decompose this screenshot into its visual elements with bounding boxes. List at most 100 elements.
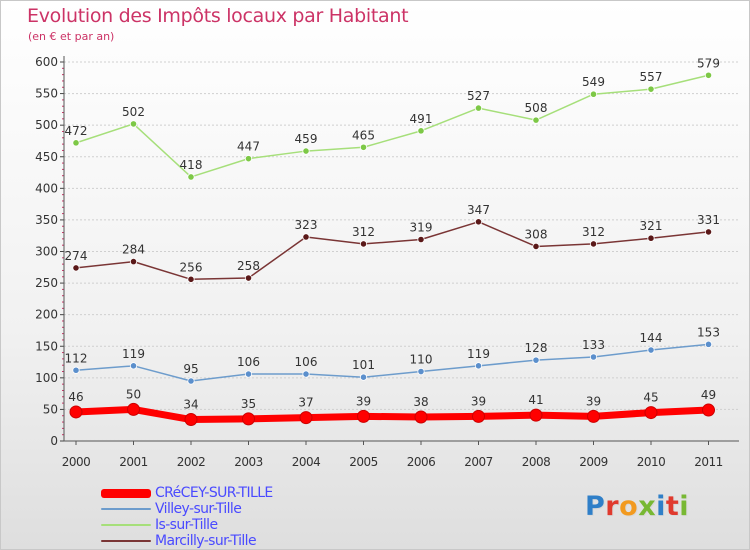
data-label-villey-sur-tille: 133 [582, 338, 605, 352]
data-point-villey-sur-tille [359, 373, 368, 381]
data-label-marcilly-sur-tille: 319 [410, 220, 433, 234]
data-point-cr-cey-sur-tille [69, 405, 83, 419]
y-tick-label: 150 [35, 339, 58, 353]
y-tick-label: 550 [35, 87, 58, 101]
data-point-cr-cey-sur-tille [529, 408, 543, 422]
data-label-cr-cey-sur-tille: 37 [298, 396, 313, 410]
logo-letter: i [656, 491, 666, 522]
data-point-cr-cey-sur-tille [472, 409, 485, 423]
data-label-villey-sur-tille: 119 [122, 347, 145, 361]
x-tick-label: 2002 [177, 455, 206, 469]
data-point-marcilly-sur-tille [532, 242, 540, 251]
legend-swatch [101, 508, 151, 510]
data-label-cr-cey-sur-tille: 35 [241, 397, 256, 411]
data-point-is-sur-tille [359, 143, 368, 151]
data-label-cr-cey-sur-tille: 41 [528, 393, 543, 407]
series-line-cr-cey-sur-tille [72, 405, 712, 424]
data-point-is-sur-tille [704, 71, 713, 79]
series-line-villey-sur-tille [75, 343, 710, 382]
data-label-is-sur-tille: 465 [352, 128, 375, 142]
legend-label: CRéCEY-SUR-TILLE [155, 485, 273, 501]
data-label-cr-cey-sur-tille: 34 [183, 398, 198, 412]
data-point-cr-cey-sur-tille [357, 409, 370, 423]
data-label-cr-cey-sur-tille: 45 [643, 391, 658, 405]
logo-letter: i [679, 491, 690, 522]
data-point-marcilly-sur-tille [129, 258, 138, 266]
data-point-is-sur-tille [647, 85, 655, 93]
data-label-villey-sur-tille: 128 [525, 341, 548, 355]
y-tick-label: 250 [35, 276, 58, 290]
data-point-villey-sur-tille [704, 340, 713, 348]
proxiti-logo: Proxiti [585, 491, 689, 522]
y-tick-label: 600 [35, 55, 58, 69]
data-label-is-sur-tille: 472 [65, 124, 88, 138]
logo-letter: P [585, 491, 606, 522]
legend-swatch [101, 488, 151, 498]
y-tick-label: 450 [35, 150, 58, 164]
data-point-marcilly-sur-tille [187, 275, 195, 283]
x-tick-label: 2003 [234, 455, 263, 469]
data-point-villey-sur-tille [474, 362, 483, 370]
data-label-is-sur-tille: 459 [295, 132, 318, 146]
legend-label: Is-sur-Tille [155, 517, 218, 533]
y-tick-label: 50 [43, 402, 58, 416]
x-tick-label: 2004 [292, 455, 321, 469]
data-point-is-sur-tille [129, 120, 138, 128]
data-label-is-sur-tille: 549 [582, 75, 605, 89]
data-point-cr-cey-sur-tille [127, 402, 140, 416]
data-point-villey-sur-tille [129, 362, 138, 370]
data-point-is-sur-tille [302, 147, 310, 155]
data-point-is-sur-tille [244, 155, 253, 163]
x-tick-label: 2010 [637, 455, 666, 469]
data-label-is-sur-tille: 491 [410, 112, 433, 126]
data-label-villey-sur-tille: 144 [640, 331, 663, 345]
legend-item: Villey-sur-Tille [101, 501, 273, 517]
data-point-cr-cey-sur-tille [702, 403, 715, 417]
data-label-villey-sur-tille: 110 [410, 353, 433, 367]
y-tick-label: 100 [35, 371, 58, 385]
x-tick-label: 2000 [62, 455, 91, 469]
data-point-villey-sur-tille [532, 356, 540, 364]
data-label-villey-sur-tille: 106 [295, 355, 318, 369]
data-label-cr-cey-sur-tille: 39 [586, 394, 601, 408]
y-tick-label: 0 [50, 434, 58, 448]
y-tick-label: 300 [35, 245, 58, 259]
data-point-marcilly-sur-tille [302, 233, 310, 241]
legend-label: Marcilly-sur-Tille [155, 533, 257, 549]
data-point-cr-cey-sur-tille [184, 413, 198, 427]
x-tick-label: 2007 [464, 455, 493, 469]
legend-item: Is-sur-Tille [101, 517, 273, 533]
data-label-is-sur-tille: 557 [640, 70, 663, 84]
data-label-cr-cey-sur-tille: 38 [413, 395, 428, 409]
data-point-cr-cey-sur-tille [587, 409, 600, 423]
data-label-is-sur-tille: 579 [697, 56, 720, 70]
data-point-cr-cey-sur-tille [644, 406, 658, 420]
data-label-marcilly-sur-tille: 312 [352, 225, 375, 239]
y-tick-label: 400 [35, 181, 58, 195]
data-point-cr-cey-sur-tille [242, 412, 255, 426]
data-label-marcilly-sur-tille: 347 [467, 203, 490, 217]
data-point-villey-sur-tille [647, 346, 655, 354]
legend-swatch [101, 540, 151, 542]
data-point-villey-sur-tille [589, 353, 598, 361]
data-label-is-sur-tille: 527 [467, 89, 490, 103]
data-point-villey-sur-tille [244, 370, 253, 378]
data-label-cr-cey-sur-tille: 39 [471, 394, 486, 408]
data-label-villey-sur-tille: 101 [352, 358, 375, 372]
data-label-marcilly-sur-tille: 256 [180, 260, 203, 274]
data-point-is-sur-tille [72, 139, 80, 147]
x-tick-label: 2001 [119, 455, 148, 469]
data-label-is-sur-tille: 508 [525, 101, 548, 115]
data-label-is-sur-tille: 502 [122, 105, 145, 119]
legend-swatch [101, 524, 151, 526]
data-label-villey-sur-tille: 153 [697, 325, 720, 339]
data-label-marcilly-sur-tille: 258 [237, 259, 260, 273]
data-point-villey-sur-tille [72, 366, 80, 374]
data-label-marcilly-sur-tille: 331 [697, 213, 720, 227]
data-point-villey-sur-tille [302, 370, 310, 378]
data-point-is-sur-tille [417, 127, 425, 135]
data-label-marcilly-sur-tille: 321 [640, 219, 663, 233]
data-point-marcilly-sur-tille [647, 234, 655, 242]
data-point-cr-cey-sur-tille [414, 410, 428, 424]
